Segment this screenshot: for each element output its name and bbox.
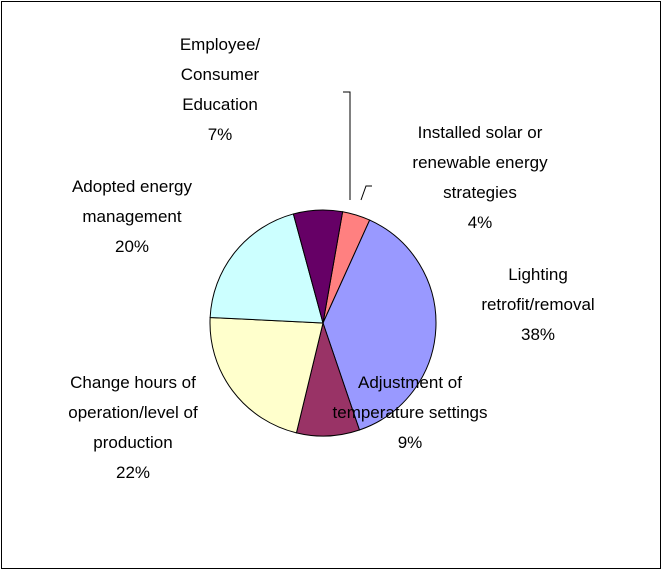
pie-slice <box>209 213 324 324</box>
slice-label: Lighting retrofit/removal 38% <box>466 260 611 350</box>
slice-label: Adopted energy management 20% <box>50 172 215 262</box>
category-label: Adjustment of temperature settings <box>332 373 488 422</box>
value-label: 9% <box>397 433 423 452</box>
slice-label: Installed solar or renewable energy stra… <box>400 118 560 238</box>
leader-line <box>343 91 351 200</box>
category-label: Lighting retrofit/removal <box>481 265 595 314</box>
category-label: Adopted energy management <box>71 177 193 226</box>
value-label: 4% <box>467 213 493 232</box>
value-label: 38% <box>520 325 556 344</box>
slice-label: Employee/ Consumer Education 7% <box>163 30 278 150</box>
value-label: 7% <box>207 125 233 144</box>
category-label: Change hours of operation/level of produ… <box>68 373 198 452</box>
value-label: 20% <box>114 237 150 256</box>
pie-slice <box>292 209 344 324</box>
value-label: 22% <box>115 463 151 482</box>
category-label: Employee/ Consumer Education <box>179 35 261 114</box>
leader-line <box>360 185 372 201</box>
pie-slice <box>322 219 437 431</box>
slice-label: Adjustment of temperature settings 9% <box>318 368 503 458</box>
slice-label: Change hours of operation/level of produ… <box>43 368 223 488</box>
pie-slice <box>209 316 324 434</box>
category-label: Installed solar or renewable energy stra… <box>412 123 548 202</box>
